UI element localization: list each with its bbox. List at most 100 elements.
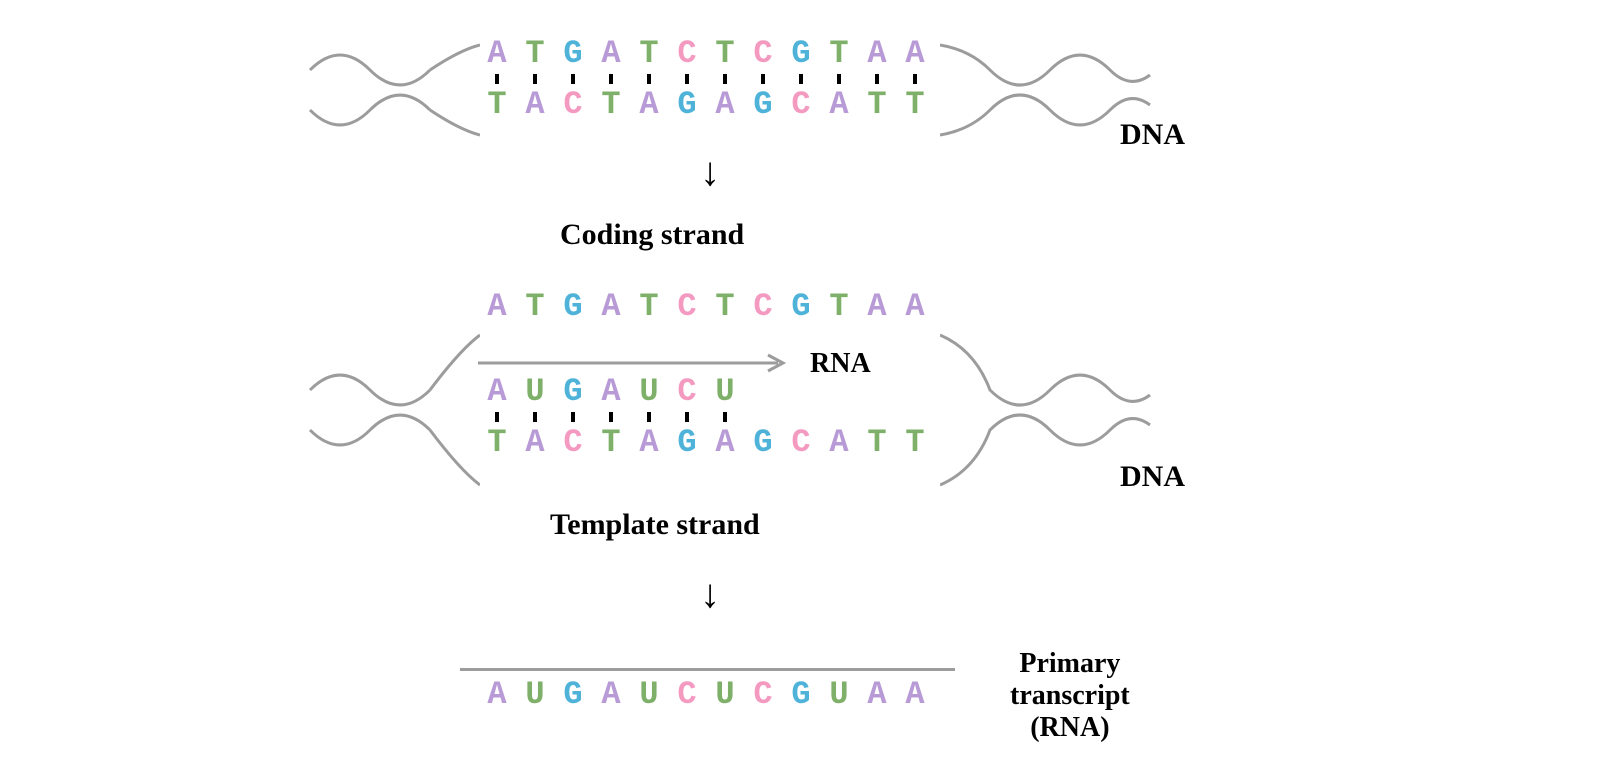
base-G: G (782, 35, 820, 72)
base-T: T (896, 424, 934, 461)
base-A: A (858, 35, 896, 72)
bond-tick (647, 412, 651, 422)
base-G: G (744, 424, 782, 461)
bond-tick (837, 74, 841, 84)
base-T: T (592, 86, 630, 123)
base-A: A (896, 676, 934, 713)
transcript-block: AUGAUCUCGUAA (478, 676, 934, 713)
base-A: A (896, 288, 934, 325)
base-T: T (820, 288, 858, 325)
base-T: T (706, 288, 744, 325)
mid-template-strand: TACTAGAGCATT (478, 424, 934, 461)
transcript-backbone-line (460, 668, 955, 671)
base-G: G (744, 86, 782, 123)
base-C: C (744, 288, 782, 325)
mid-coding-strand: ATGATCTCGTAA (478, 288, 934, 325)
arrow-down-2: ↓ (700, 570, 720, 617)
base-U: U (516, 676, 554, 713)
base-A: A (592, 35, 630, 72)
label-template-strand: Template strand (550, 508, 760, 542)
base-T: T (858, 424, 896, 461)
base-T: T (478, 86, 516, 123)
helix-left-mid (300, 320, 480, 500)
bond-tick (495, 412, 499, 422)
helix-left-top (300, 30, 480, 150)
base-T: T (706, 35, 744, 72)
base-C: C (668, 373, 706, 410)
label-primary-l1: Primary (1019, 648, 1120, 679)
label-dna-top: DNA (1120, 118, 1185, 152)
bond-tick (799, 74, 803, 84)
top-template-strand: TACTAGAGCATT (478, 86, 934, 123)
base-A: A (478, 373, 516, 410)
base-U: U (630, 676, 668, 713)
bond-tick (647, 74, 651, 84)
base-T: T (516, 35, 554, 72)
base-T: T (478, 424, 516, 461)
transcript-sequence: AUGAUCUCGUAA (478, 676, 934, 713)
base-T: T (858, 86, 896, 123)
label-primary-l3: (RNA) (1030, 712, 1109, 743)
base-A: A (820, 424, 858, 461)
base-U: U (630, 373, 668, 410)
base-A: A (630, 424, 668, 461)
base-C: C (554, 86, 592, 123)
base-C: C (668, 35, 706, 72)
base-A: A (896, 35, 934, 72)
base-G: G (668, 424, 706, 461)
base-T: T (516, 288, 554, 325)
bond-tick (571, 74, 575, 84)
base-C: C (554, 424, 592, 461)
top-coding-strand: ATGATCTCGTAA (478, 35, 934, 72)
bond-tick (685, 412, 689, 422)
base-G: G (782, 676, 820, 713)
base-A: A (478, 288, 516, 325)
top-dna-block: ATGATCTCGTAA TACTAGAGCATT (478, 35, 934, 123)
top-bonds (478, 74, 934, 84)
bond-tick (723, 412, 727, 422)
bond-tick (533, 412, 537, 422)
bond-tick (571, 412, 575, 422)
base-A: A (592, 373, 630, 410)
bond-tick (609, 412, 613, 422)
base-U: U (820, 676, 858, 713)
bond-tick (761, 74, 765, 84)
arrow-down-1: ↓ (700, 148, 720, 195)
base-T: T (630, 35, 668, 72)
bond-tick (533, 74, 537, 84)
label-coding-strand: Coding strand (560, 218, 744, 252)
label-primary-l2: transcript (1010, 680, 1130, 711)
base-A: A (516, 424, 554, 461)
base-T: T (820, 35, 858, 72)
base-U: U (706, 676, 744, 713)
bond-tick (685, 74, 689, 84)
base-A: A (820, 86, 858, 123)
base-G: G (668, 86, 706, 123)
base-C: C (668, 288, 706, 325)
base-G: G (554, 373, 592, 410)
bond-tick (495, 74, 499, 84)
label-primary-transcript: Primary transcript (RNA) (1010, 648, 1130, 745)
bond-tick (609, 74, 613, 84)
bond-tick (723, 74, 727, 84)
base-U: U (706, 373, 744, 410)
base-G: G (554, 35, 592, 72)
base-C: C (744, 35, 782, 72)
base-A: A (478, 676, 516, 713)
base-A: A (478, 35, 516, 72)
base-A: A (706, 424, 744, 461)
base-A: A (858, 288, 896, 325)
base-U: U (516, 373, 554, 410)
base-A: A (858, 676, 896, 713)
base-T: T (592, 424, 630, 461)
base-T: T (896, 86, 934, 123)
base-A: A (630, 86, 668, 123)
bond-tick (875, 74, 879, 84)
base-A: A (592, 288, 630, 325)
label-rna-inline: RNA (810, 348, 871, 380)
rna-direction-arrow (478, 348, 798, 378)
mid-bonds (478, 412, 934, 422)
base-C: C (744, 676, 782, 713)
base-C: C (782, 86, 820, 123)
base-C: C (668, 676, 706, 713)
